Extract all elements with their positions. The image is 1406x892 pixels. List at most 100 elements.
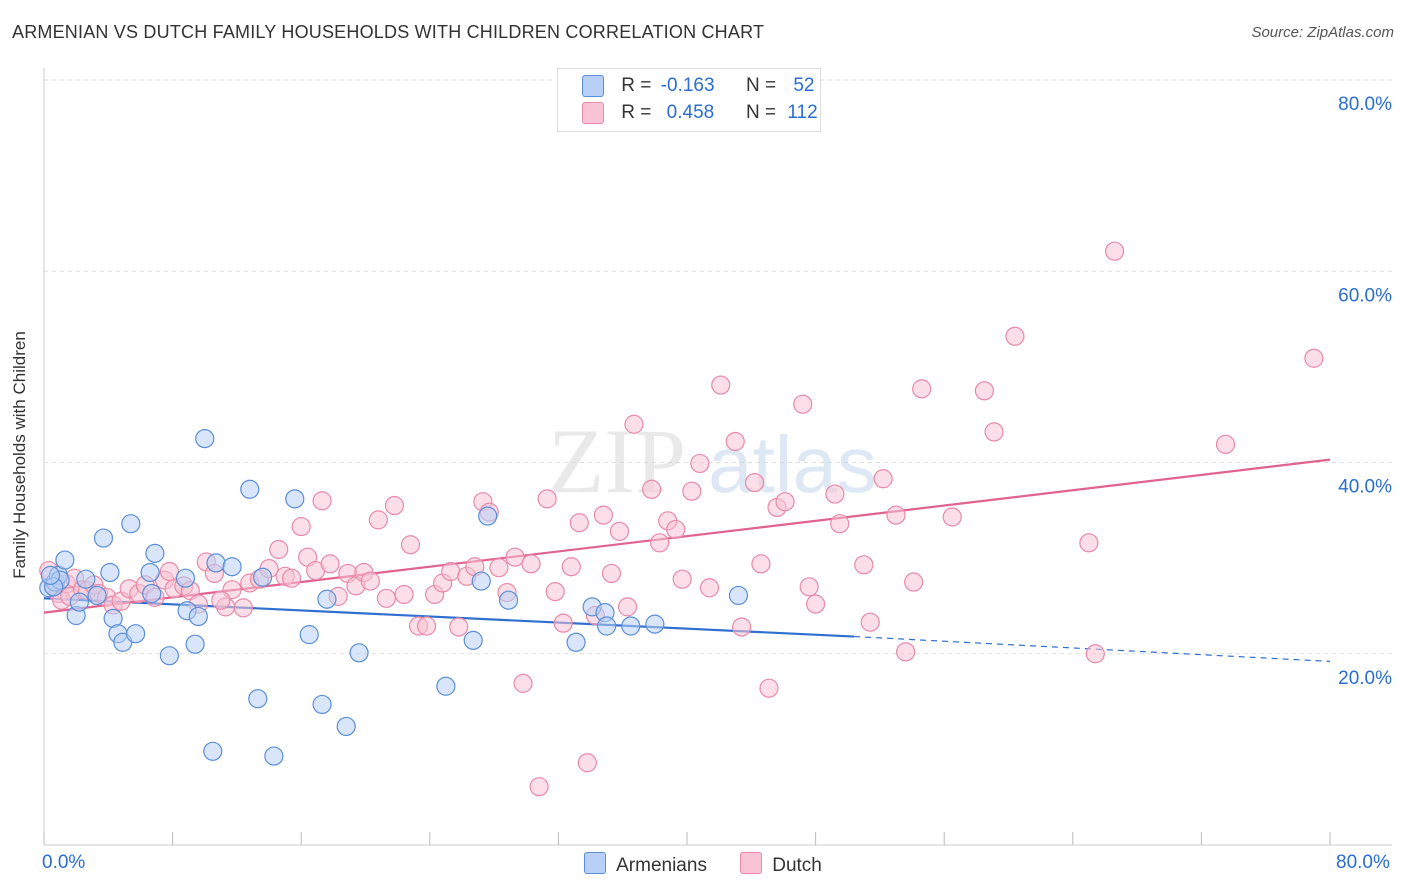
dutch-point-38 [312, 491, 332, 511]
dutch-point-64 [521, 554, 541, 574]
armenians-point-31 [285, 489, 305, 509]
armenians-point-45 [597, 616, 617, 636]
armenians-r-label: R = [621, 75, 652, 97]
axes [43, 68, 1392, 846]
dutch-point-49 [400, 535, 421, 555]
y-tick-label-20: 20.0% [1338, 668, 1392, 689]
dutch-point-91 [759, 678, 779, 698]
armenians-point-27 [240, 479, 260, 499]
dutch-point-81 [666, 519, 686, 540]
watermark-zip: ZIP [548, 410, 686, 512]
source-label: Source: ZipAtlas.com [1251, 24, 1394, 41]
armenians-legend-label: Armenians [616, 855, 707, 876]
dutch-point-19 [159, 561, 179, 582]
stats-legend: R = -0.163 N = 52 R = 0.458 N = 112 [557, 68, 821, 132]
grid-lines [44, 79, 1392, 655]
armenians-point-23 [195, 428, 215, 449]
dutch-swatch [582, 102, 604, 124]
legend-item-armenians: Armenians [584, 852, 707, 877]
armenians-point-8 [93, 528, 114, 548]
dutch-point-32 [269, 539, 289, 560]
armenians-point-30 [264, 746, 284, 766]
armenians-point-29 [253, 567, 273, 587]
armenians-point-10 [100, 562, 120, 583]
dutch-point-69 [561, 557, 581, 577]
dutch-point-109 [1005, 326, 1025, 346]
dutch-point-68 [553, 613, 573, 633]
armenians-trend-line [43, 597, 855, 638]
dutch-point-46 [376, 588, 396, 608]
dutch-point-44 [360, 571, 380, 591]
dutch-point-100 [860, 612, 880, 632]
data-points [39, 241, 1324, 797]
dutch-point-82 [672, 569, 692, 589]
dutch-point-35 [291, 516, 311, 537]
chart-title: ARMENIAN VS DUTCH FAMILY HOUSEHOLDS WITH… [12, 22, 765, 42]
dutch-point-63 [513, 673, 533, 693]
armenians-point-17 [142, 583, 162, 604]
dutch-legend-label: Dutch [772, 855, 822, 876]
armenians-point-26 [222, 557, 242, 577]
dutch-point-28 [233, 598, 253, 618]
dutch-legend-swatch [740, 852, 763, 874]
dutch-point-55 [449, 617, 469, 637]
dutch-n-value: 112 [787, 102, 818, 124]
dutch-point-48 [394, 584, 414, 605]
armenians-point-5 [69, 592, 89, 612]
dutch-point-88 [732, 617, 752, 637]
dutch-point-70 [569, 513, 589, 533]
armenians-point-16 [140, 562, 160, 583]
dutch-point-77 [624, 414, 644, 434]
armenians-r-value: -0.163 [660, 75, 715, 97]
armenians-point-33 [312, 694, 332, 715]
dutch-r-value: 0.458 [666, 102, 715, 124]
armenians-point-38 [463, 630, 483, 650]
dutch-point-86 [711, 375, 731, 395]
armenians-swatch [582, 75, 604, 97]
dutch-point-89 [744, 472, 765, 493]
armenians-point-28 [248, 689, 268, 709]
dutch-point-101 [873, 469, 893, 489]
armenians-point-13 [121, 514, 141, 534]
armenians-point-39 [471, 571, 491, 591]
dutch-point-110 [1079, 533, 1099, 553]
y-tick-label-60: 60.0% [1338, 285, 1392, 306]
dutch-point-95 [799, 577, 819, 597]
dutch-point-112 [1104, 241, 1125, 261]
armenians-point-3 [55, 550, 75, 570]
armenians-point-22 [188, 606, 208, 627]
armenians-point-15 [145, 543, 165, 563]
dutch-point-111 [1085, 644, 1105, 664]
dutch-point-66 [537, 489, 557, 509]
dutch-point-96 [805, 594, 826, 614]
dutch-point-76 [617, 597, 638, 617]
armenians-point-24 [203, 741, 223, 761]
dutch-point-114 [1304, 348, 1324, 368]
dutch-point-60 [489, 558, 509, 578]
armenians-point-34 [317, 589, 337, 609]
dutch-point-73 [593, 505, 614, 525]
armenians-point-37 [436, 676, 456, 696]
dutch-point-94 [793, 394, 813, 414]
dutch-point-105 [912, 379, 932, 399]
series-legend: Armenians Dutch [0, 852, 1406, 877]
dutch-point-97 [825, 484, 845, 504]
dutch-point-79 [650, 533, 670, 553]
armenians-n-value: 52 [793, 75, 815, 97]
dutch-point-83 [682, 481, 702, 501]
dutch-point-84 [690, 453, 710, 474]
dutch-point-104 [904, 572, 924, 592]
x-tick-max: 80.0% [1336, 852, 1390, 873]
armenians-point-6 [76, 569, 96, 589]
armenians-point-21 [185, 634, 205, 654]
dutch-point-93 [775, 492, 795, 512]
dutch-point-47 [384, 495, 405, 516]
dutch-point-113 [1215, 434, 1236, 454]
dutch-point-98 [830, 514, 850, 534]
dutch-point-62 [505, 547, 525, 567]
armenians-n-label: N = [745, 75, 777, 97]
armenians-point-32 [299, 625, 319, 645]
dutch-point-54 [441, 561, 461, 582]
armenians-point-14 [126, 624, 146, 644]
